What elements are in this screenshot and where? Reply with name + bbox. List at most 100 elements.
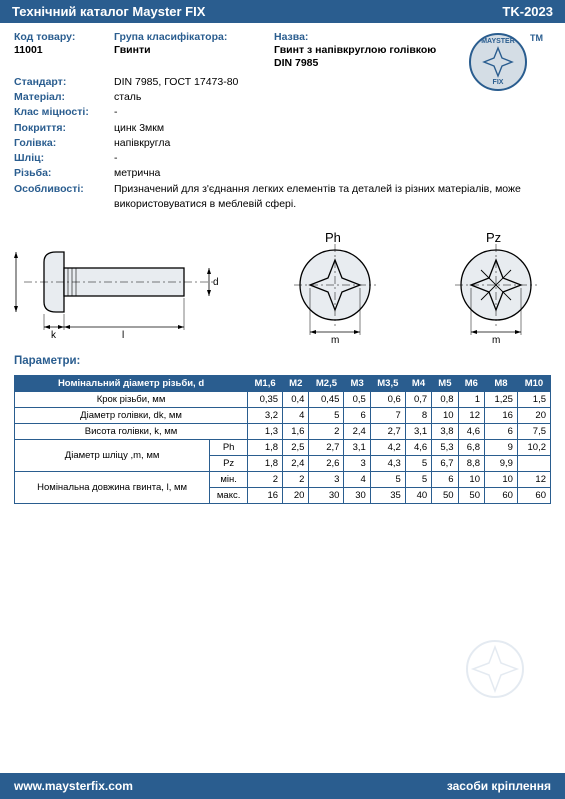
table-cell: 60 xyxy=(484,487,517,503)
table-row: Крок різьби, мм0,350,40,450,50,60,70,811… xyxy=(15,391,551,407)
table-cell: 7,5 xyxy=(517,423,550,439)
spec-label: Шліц: xyxy=(14,151,114,166)
k-label: k xyxy=(51,330,57,341)
tm-mark: TM xyxy=(530,33,543,43)
table-header-col: М10 xyxy=(517,375,550,391)
table-cell: 16 xyxy=(484,407,517,423)
table-header-col: М3 xyxy=(344,375,370,391)
table-row: Діаметр шліцу ,m, ммPh1,82,52,73,14,24,6… xyxy=(15,439,551,455)
spec-row: Покриття:цинк 3мкм xyxy=(14,121,551,136)
table-cell: 0,5 xyxy=(344,391,370,407)
footer-bar: www.maysterfix.com засоби кріплення xyxy=(0,773,565,799)
specs-list: Стандарт:DIN 7985, ГОСТ 17473-80Матеріал… xyxy=(14,75,551,212)
table-cell: 6 xyxy=(432,471,458,487)
spec-value: метрична xyxy=(114,166,551,181)
table-cell: 20 xyxy=(517,407,550,423)
table-cell: 9 xyxy=(484,439,517,455)
pz-head-view: Pz m xyxy=(441,230,551,345)
table-cell: 2,6 xyxy=(309,455,344,471)
table-cell: 6,8 xyxy=(458,439,484,455)
m-label-2: m xyxy=(492,335,500,345)
group-value: Гвинти xyxy=(114,44,274,56)
table-header-first: Номінальний діаметр різьби, d xyxy=(15,375,248,391)
table-header-col: М5 xyxy=(432,375,458,391)
d-label: d xyxy=(213,277,219,288)
table-cell: 30 xyxy=(344,487,370,503)
header-title: Технічний каталог Mayster FIX xyxy=(12,4,205,19)
code-value: 11001 xyxy=(14,44,114,56)
table-cell: 16 xyxy=(248,487,283,503)
header-code: TK-2023 xyxy=(502,4,553,19)
table-cell: 2 xyxy=(309,423,344,439)
pz-title: Pz xyxy=(486,230,501,245)
spec-row: Особливості:Призначений для з'єднання ле… xyxy=(14,182,551,212)
dk-label: dk xyxy=(14,271,15,283)
screw-side-view: dk d k l xyxy=(14,232,229,342)
table-cell: 2 xyxy=(248,471,283,487)
row-label: Крок різьби, мм xyxy=(15,391,248,407)
table-cell: 50 xyxy=(458,487,484,503)
spec-label: Стандарт: xyxy=(14,75,114,90)
table-cell: 0,7 xyxy=(405,391,431,407)
footer-url: www.maysterfix.com xyxy=(14,779,133,793)
content: Код товару: 11001 Група класифікатора: Г… xyxy=(0,23,565,216)
spec-row: Матеріал:сталь xyxy=(14,90,551,105)
spec-value: сталь xyxy=(114,90,551,105)
table-cell: 0,8 xyxy=(432,391,458,407)
table-cell: 60 xyxy=(517,487,550,503)
table-cell: 8 xyxy=(405,407,431,423)
table-cell: 0,45 xyxy=(309,391,344,407)
spec-value: напівкругла xyxy=(114,136,551,151)
table-cell: 10 xyxy=(484,471,517,487)
top-row: Код товару: 11001 Група класифікатора: Г… xyxy=(14,31,551,69)
table-cell: 10,2 xyxy=(517,439,550,455)
table-cell: 4,3 xyxy=(370,455,405,471)
table-cell: 50 xyxy=(432,487,458,503)
row-sublabel: мін. xyxy=(210,471,248,487)
spec-value: - xyxy=(114,105,551,120)
footer-text: засоби кріплення xyxy=(447,779,551,793)
table-cell: 10 xyxy=(432,407,458,423)
ph-head-view: Ph m xyxy=(280,230,390,345)
table-cell: 4 xyxy=(283,407,309,423)
table-header-col: М4 xyxy=(405,375,431,391)
header-bar: Технічний каталог Mayster FIX TK-2023 xyxy=(0,0,565,23)
row-label: Діаметр голівки, dk, мм xyxy=(15,407,248,423)
table-cell: 2,4 xyxy=(283,455,309,471)
table-header-col: М3,5 xyxy=(370,375,405,391)
table-cell: 6 xyxy=(344,407,370,423)
table-cell: 6 xyxy=(484,423,517,439)
ph-title: Ph xyxy=(325,230,341,245)
logo-circle: MAYSTER FIX xyxy=(469,33,527,91)
table-cell: 5 xyxy=(405,455,431,471)
spec-value: цинк 3мкм xyxy=(114,121,551,136)
table-cell: 2,7 xyxy=(309,439,344,455)
table-header-col: М2 xyxy=(283,375,309,391)
table-cell: 2 xyxy=(283,471,309,487)
phillips-icon xyxy=(480,44,516,80)
table-row: Номінальна довжина гвинта, l, мммін.2234… xyxy=(15,471,551,487)
logo-text-bottom: FIX xyxy=(493,79,504,86)
table-cell: 7 xyxy=(370,407,405,423)
spec-value: Призначений для з'єднання легких елемент… xyxy=(114,182,551,212)
table-header-col: М8 xyxy=(484,375,517,391)
params-heading: Параметри: xyxy=(0,355,565,375)
spec-value: - xyxy=(114,151,551,166)
watermark-icon xyxy=(465,639,525,699)
table-row: Діаметр голівки, dk, мм3,24567810121620 xyxy=(15,407,551,423)
table-cell: 30 xyxy=(309,487,344,503)
table-cell: 40 xyxy=(405,487,431,503)
params-table-wrap: Номінальний діаметр різьби, dМ1,6М2М2,5М… xyxy=(0,375,565,504)
table-cell: 4,6 xyxy=(458,423,484,439)
row-label: Номінальна довжина гвинта, l, мм xyxy=(15,471,210,503)
table-cell: 4,2 xyxy=(370,439,405,455)
logo-text-top: MAYSTER xyxy=(481,38,515,45)
spec-label: Різьба: xyxy=(14,166,114,181)
spec-row: Шліц:- xyxy=(14,151,551,166)
table-cell: 1,8 xyxy=(248,439,283,455)
table-cell xyxy=(517,455,550,471)
table-cell: 1,6 xyxy=(283,423,309,439)
table-cell: 3,1 xyxy=(405,423,431,439)
row-sublabel: Ph xyxy=(210,439,248,455)
table-cell: 0,35 xyxy=(248,391,283,407)
